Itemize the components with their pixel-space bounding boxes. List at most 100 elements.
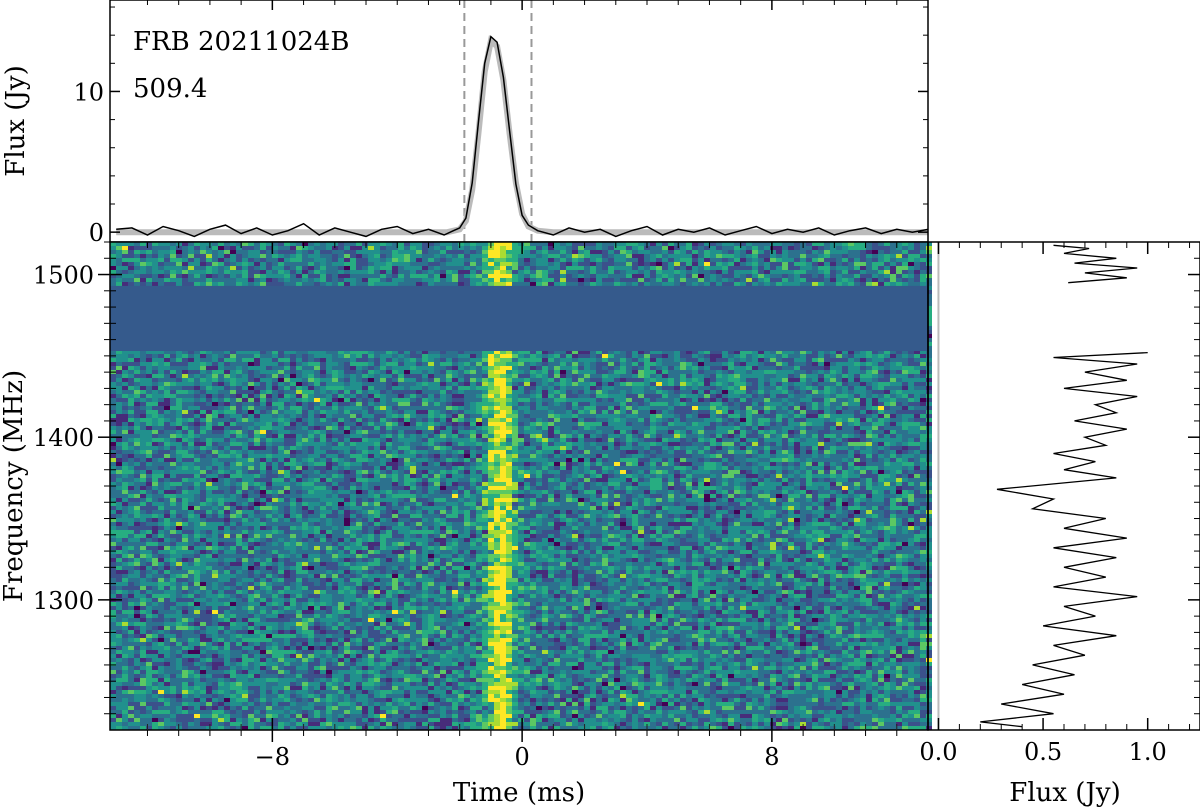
heatmap-cell (596, 262, 602, 266)
heatmap-cell (188, 382, 194, 386)
heatmap-cell (848, 274, 854, 278)
heatmap-cell (902, 362, 908, 366)
heatmap-cell (650, 278, 656, 282)
heatmap-cell (248, 266, 254, 270)
heatmap-cell (614, 270, 620, 274)
heatmap-cell (644, 382, 650, 386)
heatmap-cell (722, 242, 728, 246)
heatmap-cell (704, 278, 710, 282)
heatmap-cell (134, 254, 140, 258)
heatmap-cell (602, 258, 608, 262)
heatmap-cell (692, 374, 698, 378)
heatmap-cell (290, 382, 296, 386)
heatmap-cell (566, 370, 572, 374)
heatmap-cell (512, 250, 518, 254)
heatmap-cell (476, 250, 482, 254)
heatmap-cell (824, 262, 830, 266)
heatmap-cell (890, 250, 896, 254)
heatmap-cell (668, 250, 674, 254)
heatmap-cell (926, 242, 932, 246)
heatmap-cell (422, 254, 428, 258)
heatmap-cell (764, 258, 770, 262)
heatmap-cell (746, 262, 752, 266)
heatmap-cell (914, 258, 920, 262)
heatmap-cell (926, 286, 932, 290)
heatmap-cell (428, 354, 434, 358)
heatmap-cell (770, 262, 776, 266)
heatmap-cell (308, 362, 314, 366)
heatmap-cell (590, 382, 596, 386)
heatmap-cell (626, 374, 632, 378)
heatmap-cell (398, 242, 404, 246)
heatmap-cell (656, 266, 662, 270)
heatmap-cell (638, 282, 644, 286)
heatmap-cell (416, 350, 422, 354)
heatmap-cell (452, 258, 458, 262)
heatmap-cell (740, 274, 746, 278)
heatmap-cell (470, 366, 476, 370)
heatmap-cell (536, 374, 542, 378)
heatmap-cell (710, 350, 716, 354)
heatmap-cell (644, 282, 650, 286)
heatmap-cell (302, 274, 308, 278)
heatmap-cell (512, 282, 518, 286)
heatmap-cell (710, 246, 716, 250)
heatmap-cell (734, 262, 740, 266)
heatmap-cell (158, 246, 164, 250)
heatmap-cell (302, 382, 308, 386)
heatmap-cell (470, 282, 476, 286)
heatmap-cell (458, 266, 464, 270)
heatmap-cell (776, 270, 782, 274)
heatmap-cell (206, 354, 212, 358)
heatmap-cell (530, 370, 536, 374)
heatmap-cell (920, 254, 926, 258)
heatmap-cell (662, 370, 668, 374)
heatmap-cell (332, 370, 338, 374)
heatmap-cell (578, 354, 584, 358)
heatmap-cell (152, 386, 158, 390)
heatmap-cell (368, 270, 374, 274)
heatmap-cell (260, 250, 266, 254)
heatmap-cell (626, 242, 632, 246)
heatmap-cell (314, 354, 320, 358)
heatmap-cell (158, 382, 164, 386)
heatmap-cell (176, 350, 182, 354)
heatmap-cell (686, 362, 692, 366)
heatmap-cell (482, 370, 488, 374)
heatmap-cell (734, 358, 740, 362)
heatmap-cell (728, 358, 734, 362)
heatmap-cell (566, 358, 572, 362)
heatmap-cell (182, 254, 188, 258)
heatmap-cell (578, 378, 584, 382)
heatmap-cell (428, 242, 434, 246)
heatmap-cell (374, 374, 380, 378)
heatmap-cell (170, 270, 176, 274)
heatmap-cell (554, 266, 560, 270)
heatmap-cell (752, 282, 758, 286)
heatmap-cell (752, 254, 758, 258)
heatmap-cell (800, 278, 806, 282)
heatmap-cell (308, 262, 314, 266)
heatmap-cell (584, 382, 590, 386)
heatmap-cell (494, 246, 500, 250)
heatmap-cell (782, 374, 788, 378)
heatmap-cell (428, 246, 434, 250)
heatmap-cell (254, 378, 260, 382)
heatmap-cell (152, 282, 158, 286)
heatmap-cell (254, 258, 260, 262)
heatmap-cell (890, 278, 896, 282)
heatmap-cell (338, 378, 344, 382)
heatmap-cell (476, 362, 482, 366)
heatmap-cell (914, 350, 920, 354)
heatmap-cell (908, 350, 914, 354)
heatmap-cell (926, 310, 932, 314)
heatmap-cell (152, 278, 158, 282)
heatmap-cell (398, 246, 404, 250)
heatmap-cell (116, 250, 122, 254)
heatmap-cell (584, 374, 590, 378)
heatmap-cell (644, 274, 650, 278)
heatmap-cell (848, 358, 854, 362)
heatmap-cell (920, 378, 926, 382)
heatmap-cell (128, 282, 134, 286)
heatmap-cell (554, 246, 560, 250)
